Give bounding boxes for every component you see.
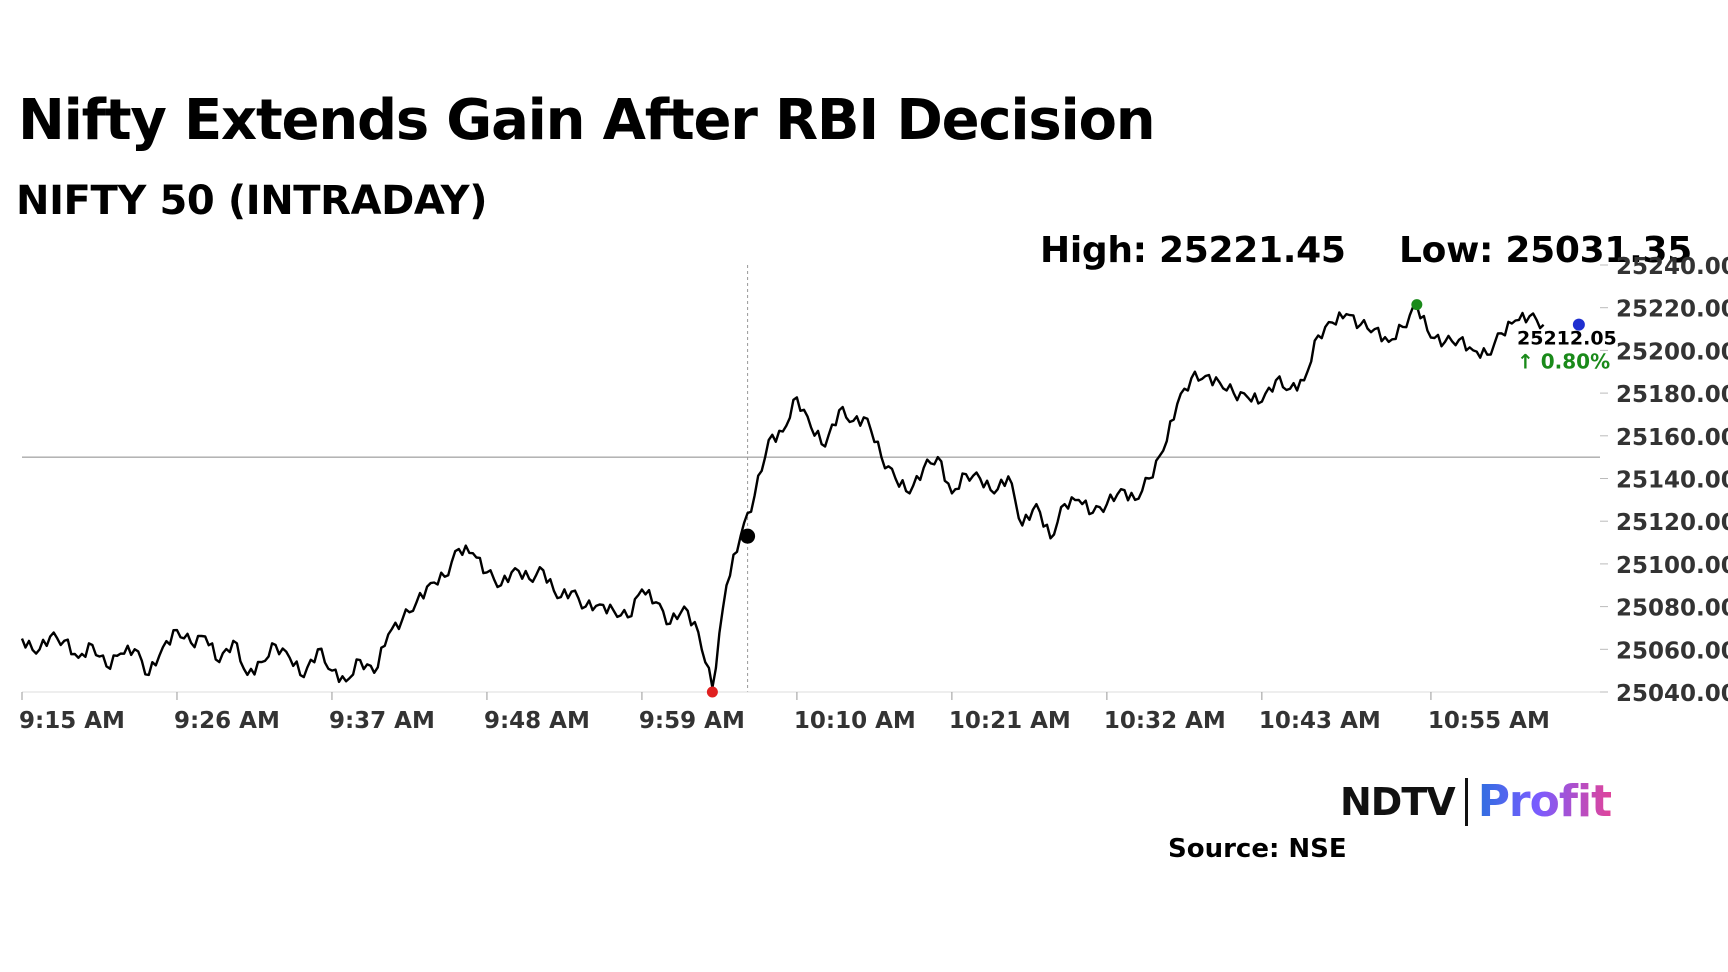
x-tick-label: 10:43 AM [1259, 708, 1381, 734]
y-tick-label: 25080.00 [1616, 596, 1728, 622]
y-tick-label: 25220.00 [1616, 297, 1728, 323]
ndtv-profit-logo: NDTV Profit [1340, 776, 1612, 828]
last-change-label: ↑ 0.80% [1517, 350, 1610, 374]
x-tick-label: 10:55 AM [1428, 708, 1550, 734]
x-tick-label: 9:26 AM [174, 708, 280, 734]
x-tick-label: 10:32 AM [1104, 708, 1226, 734]
y-tick-label: 25160.00 [1616, 425, 1728, 451]
y-tick-label: 25060.00 [1616, 638, 1728, 664]
chart-title: Nifty Extends Gain After RBI Decision [18, 88, 1156, 153]
x-tick-label: 9:59 AM [639, 708, 745, 734]
high-label: High: 25221.45 [1040, 230, 1346, 271]
series-line-nifty50 [20, 304, 1545, 689]
x-tick-label: 9:37 AM [329, 708, 435, 734]
high-marker [1411, 299, 1423, 311]
chart-subtitle: NIFTY 50 (INTRADAY) [16, 178, 488, 224]
last-marker [1572, 318, 1585, 331]
x-tick-label: 10:10 AM [794, 708, 916, 734]
chart-axes: 9:15 AM 9:26 AM 9:37 AM 9:48 AM 9:59 AM 10:10… [19, 254, 1728, 734]
y-tick-label: 25040.00 [1616, 681, 1728, 707]
logo-divider [1464, 778, 1468, 826]
x-tick-label: 9:15 AM [19, 708, 125, 734]
event-marker [740, 528, 756, 544]
chart-markers [706, 299, 1585, 698]
logo-ndtv-text: NDTV [1340, 780, 1456, 824]
low-marker [706, 686, 718, 698]
y-tick-label: 25200.00 [1616, 339, 1728, 365]
y-tick-label: 25240.00 [1616, 254, 1728, 280]
y-tick-label: 25180.00 [1616, 382, 1728, 408]
last-price-label: 25212.05 [1517, 328, 1617, 350]
x-tick-label: 9:48 AM [484, 708, 590, 734]
x-tick-label: 10:21 AM [949, 708, 1071, 734]
y-tick-label: 25100.00 [1616, 553, 1728, 579]
logo-profit-text: Profit [1477, 776, 1612, 827]
y-tick-label: 25120.00 [1616, 510, 1728, 536]
source-note: Source: NSE [1168, 834, 1347, 864]
y-tick-label: 25140.00 [1616, 468, 1728, 494]
chart-grid [22, 265, 1600, 692]
low-label: Low: 25031.35 [1399, 230, 1692, 271]
